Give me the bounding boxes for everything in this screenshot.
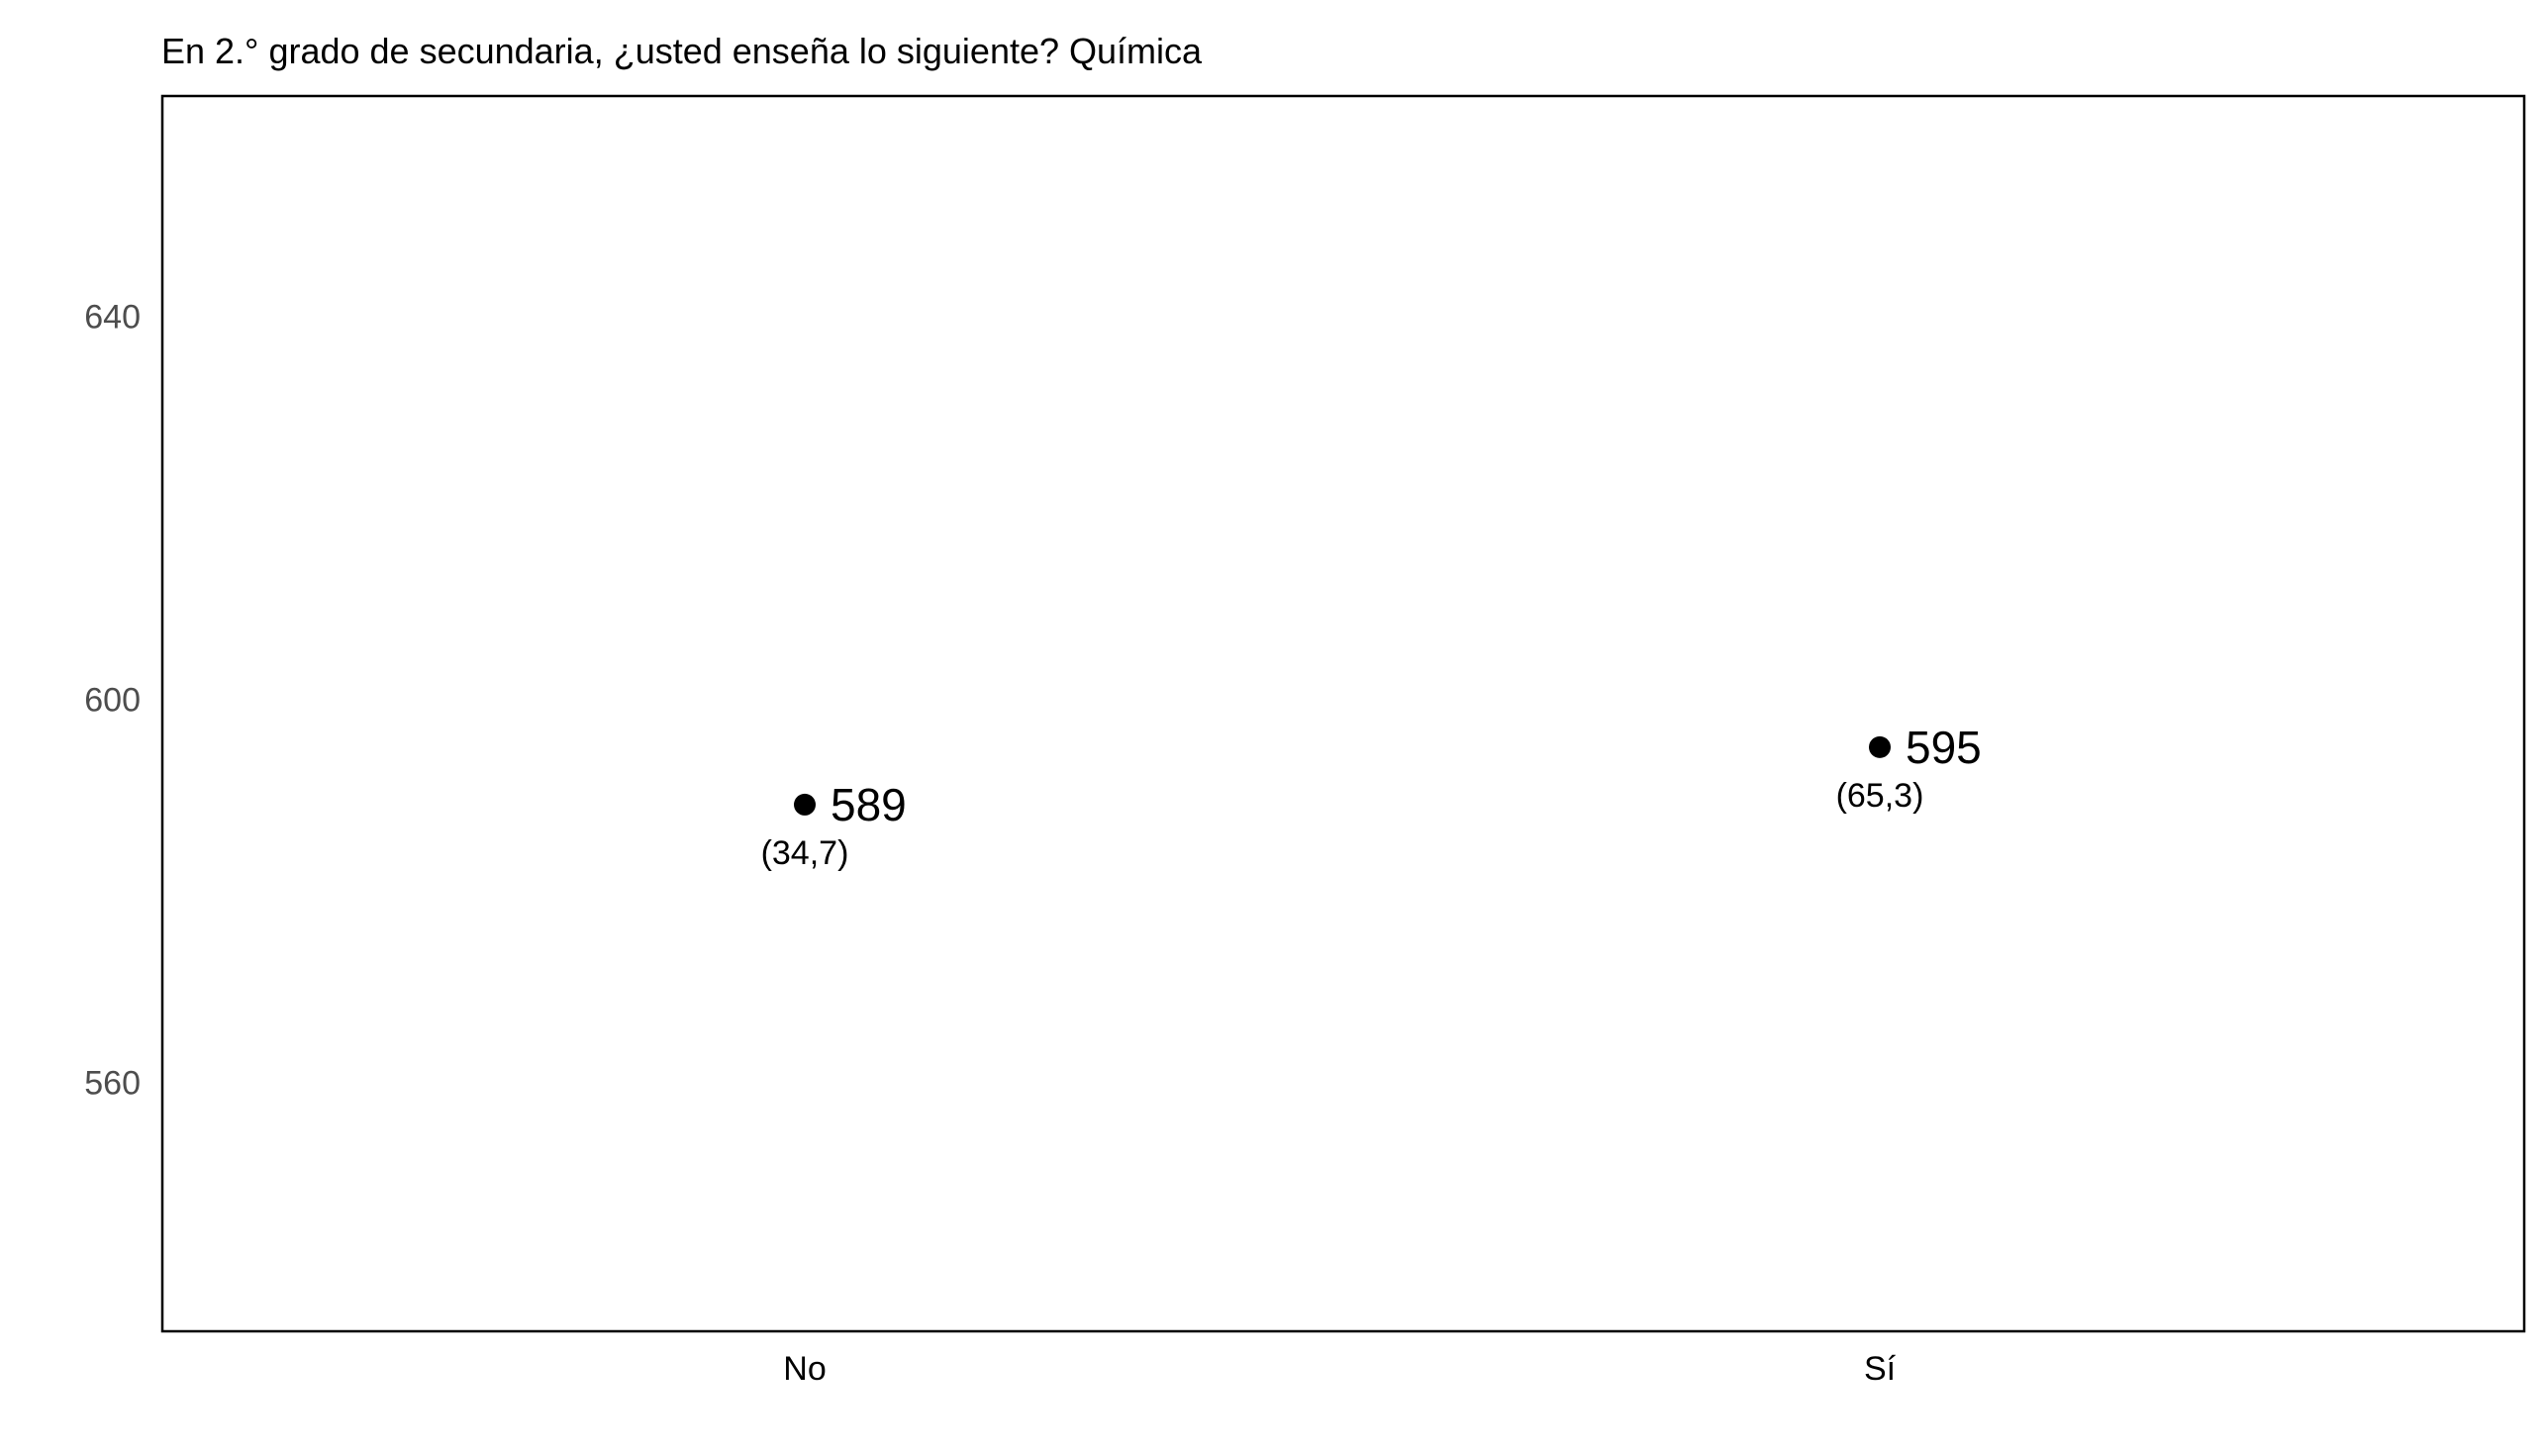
x-axis: No Sí [783, 1350, 1896, 1388]
data-points: 589 (34,7) 595 (65,3) [761, 722, 1982, 872]
y-axis: 560 600 640 [84, 299, 141, 1103]
x-tick-label: No [783, 1350, 826, 1388]
y-tick-label: 560 [84, 1064, 141, 1102]
plot-panel [160, 94, 2526, 1333]
data-percent-label: (34,7) [761, 834, 849, 872]
data-percent-label: (65,3) [1836, 777, 1924, 815]
data-point [794, 793, 816, 816]
data-value-label: 595 [1906, 722, 1982, 773]
data-value-label: 589 [831, 779, 907, 830]
data-point [1869, 735, 1891, 758]
y-tick-label: 600 [84, 681, 141, 719]
chart-title: En 2.° grado de secundaria, ¿usted enseñ… [161, 31, 1203, 71]
x-tick-label: Sí [1864, 1350, 1897, 1388]
y-tick-label: 640 [84, 299, 141, 337]
